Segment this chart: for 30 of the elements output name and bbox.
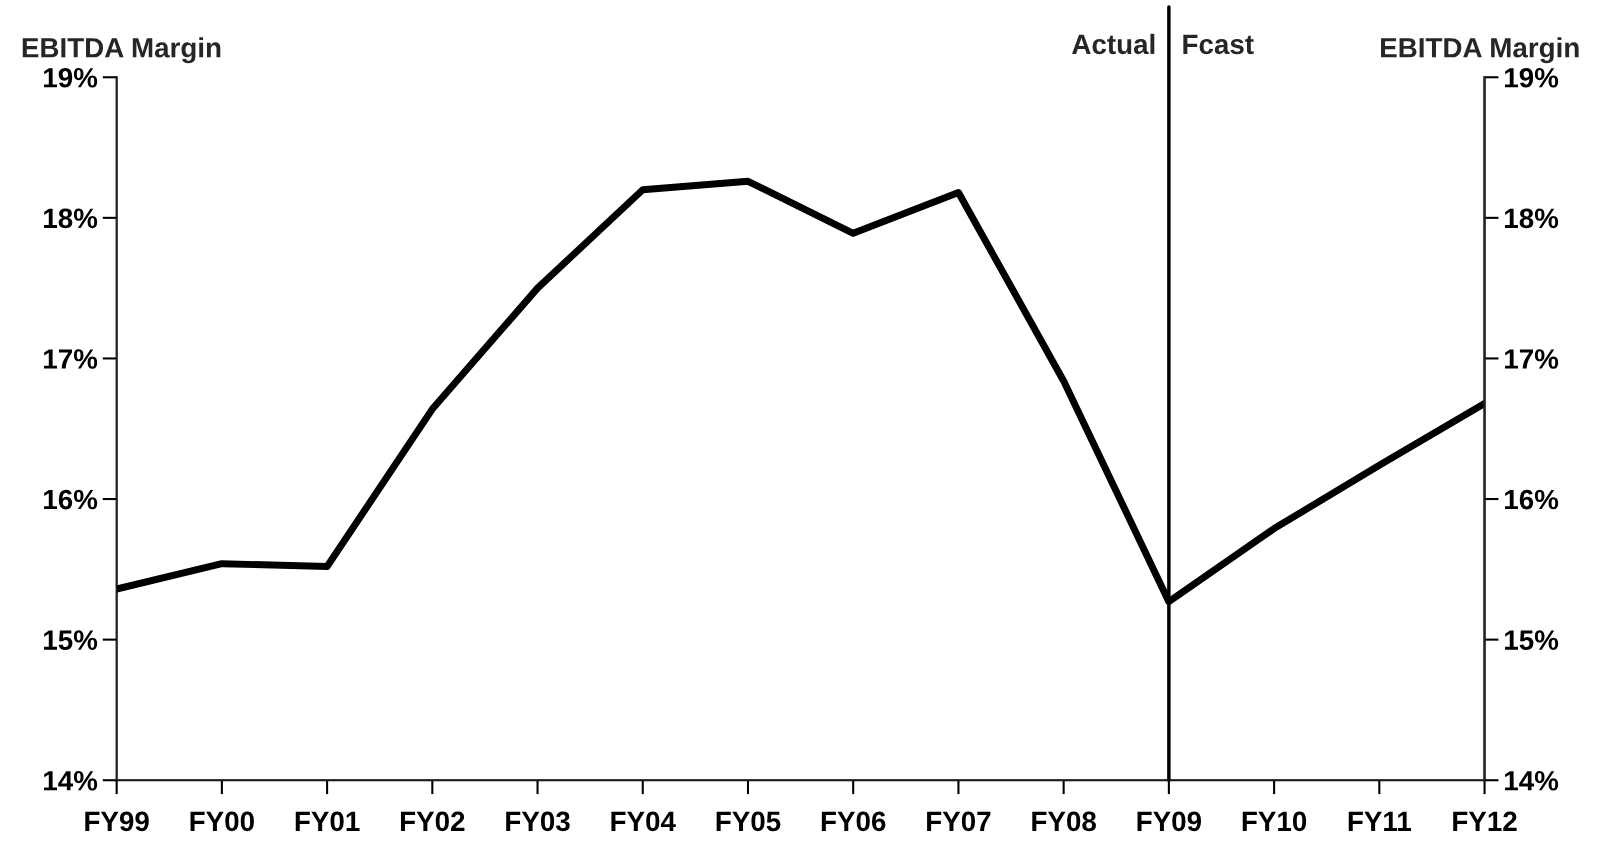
- x-tick-label: FY00: [190, 811, 254, 832]
- text: Fcast: [1183, 34, 1254, 55]
- y-tick-label: 19%: [44, 67, 98, 88]
- x-tick-label: FY99: [85, 811, 149, 832]
- x-tick-label: FY04: [611, 811, 676, 832]
- y-tick-label: 18%: [44, 208, 98, 229]
- y2-axis-title: EBITDA Margin: [1381, 37, 1579, 64]
- y2-tick-label: 15%: [1505, 630, 1559, 650]
- y2-tick-label: 14%: [1505, 770, 1559, 791]
- y2-tick-label: 16%: [1505, 489, 1559, 510]
- text: Actual: [1072, 33, 1155, 55]
- y2-tick-label: 18%: [1505, 208, 1559, 229]
- y-axis-title: EBITDA Margin: [22, 37, 221, 64]
- x-tick-label: FY01: [295, 811, 360, 832]
- y-tick-label: 17%: [44, 349, 98, 369]
- x-tick-label: FY07: [927, 811, 991, 832]
- y-tick-label: 15%: [44, 630, 98, 650]
- x-tick-label: FY12: [1453, 811, 1517, 831]
- y-tick-label: 16%: [44, 489, 98, 510]
- x-tick-label: FY03: [506, 811, 570, 832]
- x-tick-label: FY06: [821, 811, 886, 832]
- y-tick-label: 14%: [44, 770, 98, 791]
- x-tick-label: FY02: [400, 811, 465, 832]
- x-tick-label: FY09: [1137, 811, 1202, 832]
- x-tick-label: FY10: [1242, 811, 1307, 832]
- x-tick-label: FY11: [1348, 811, 1411, 831]
- x-tick-label: FY08: [1032, 811, 1096, 832]
- x-tick-label: FY05: [716, 811, 781, 832]
- y2-tick-label: 17%: [1505, 349, 1559, 369]
- y2-tick-label: 19%: [1505, 67, 1559, 88]
